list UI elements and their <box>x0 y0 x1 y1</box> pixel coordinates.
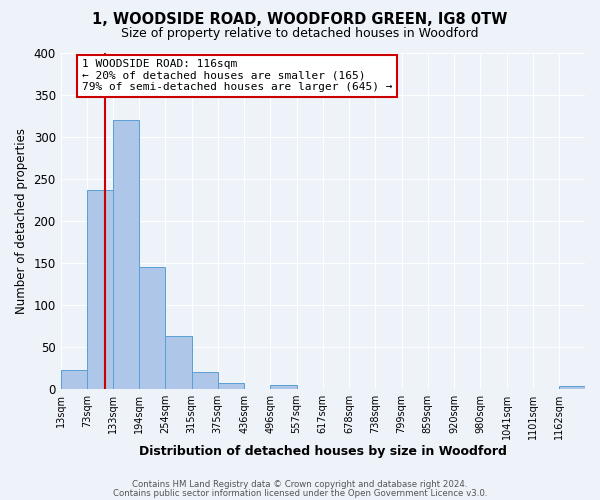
Bar <box>165 336 191 388</box>
Bar <box>191 372 218 388</box>
Bar <box>113 120 139 388</box>
Bar <box>61 370 86 388</box>
X-axis label: Distribution of detached houses by size in Woodford: Distribution of detached houses by size … <box>139 444 507 458</box>
Text: Contains public sector information licensed under the Open Government Licence v3: Contains public sector information licen… <box>113 489 487 498</box>
Text: 1 WOODSIDE ROAD: 116sqm
← 20% of detached houses are smaller (165)
79% of semi-d: 1 WOODSIDE ROAD: 116sqm ← 20% of detache… <box>82 59 392 92</box>
Bar <box>139 267 165 388</box>
Bar <box>218 383 244 388</box>
Text: Contains HM Land Registry data © Crown copyright and database right 2024.: Contains HM Land Registry data © Crown c… <box>132 480 468 489</box>
Bar <box>559 386 585 388</box>
Bar <box>270 386 296 388</box>
Text: Size of property relative to detached houses in Woodford: Size of property relative to detached ho… <box>121 28 479 40</box>
Bar <box>86 190 113 388</box>
Y-axis label: Number of detached properties: Number of detached properties <box>15 128 28 314</box>
Text: 1, WOODSIDE ROAD, WOODFORD GREEN, IG8 0TW: 1, WOODSIDE ROAD, WOODFORD GREEN, IG8 0T… <box>92 12 508 28</box>
